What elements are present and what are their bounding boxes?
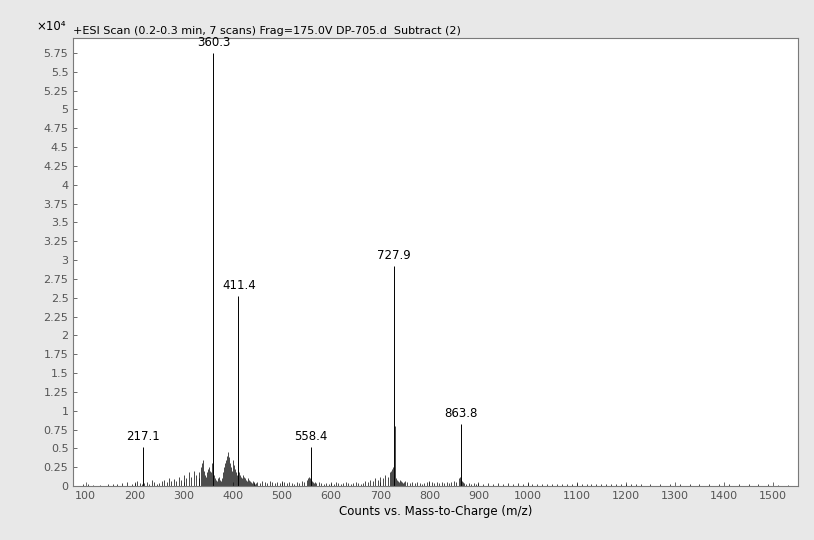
Text: 217.1: 217.1 [126,430,160,443]
Text: 863.8: 863.8 [444,408,477,421]
Text: 558.4: 558.4 [294,430,327,443]
Text: ×10⁴: ×10⁴ [37,21,66,33]
X-axis label: Counts vs. Mass-to-Charge (m/z): Counts vs. Mass-to-Charge (m/z) [339,505,532,518]
Text: 411.4: 411.4 [222,279,256,292]
Text: 360.3: 360.3 [197,36,230,49]
Text: +ESI Scan (0.2-0.3 min, 7 scans) Frag=175.0V DP-705.d  Subtract (2): +ESI Scan (0.2-0.3 min, 7 scans) Frag=17… [73,25,462,36]
Text: 727.9: 727.9 [377,249,411,262]
